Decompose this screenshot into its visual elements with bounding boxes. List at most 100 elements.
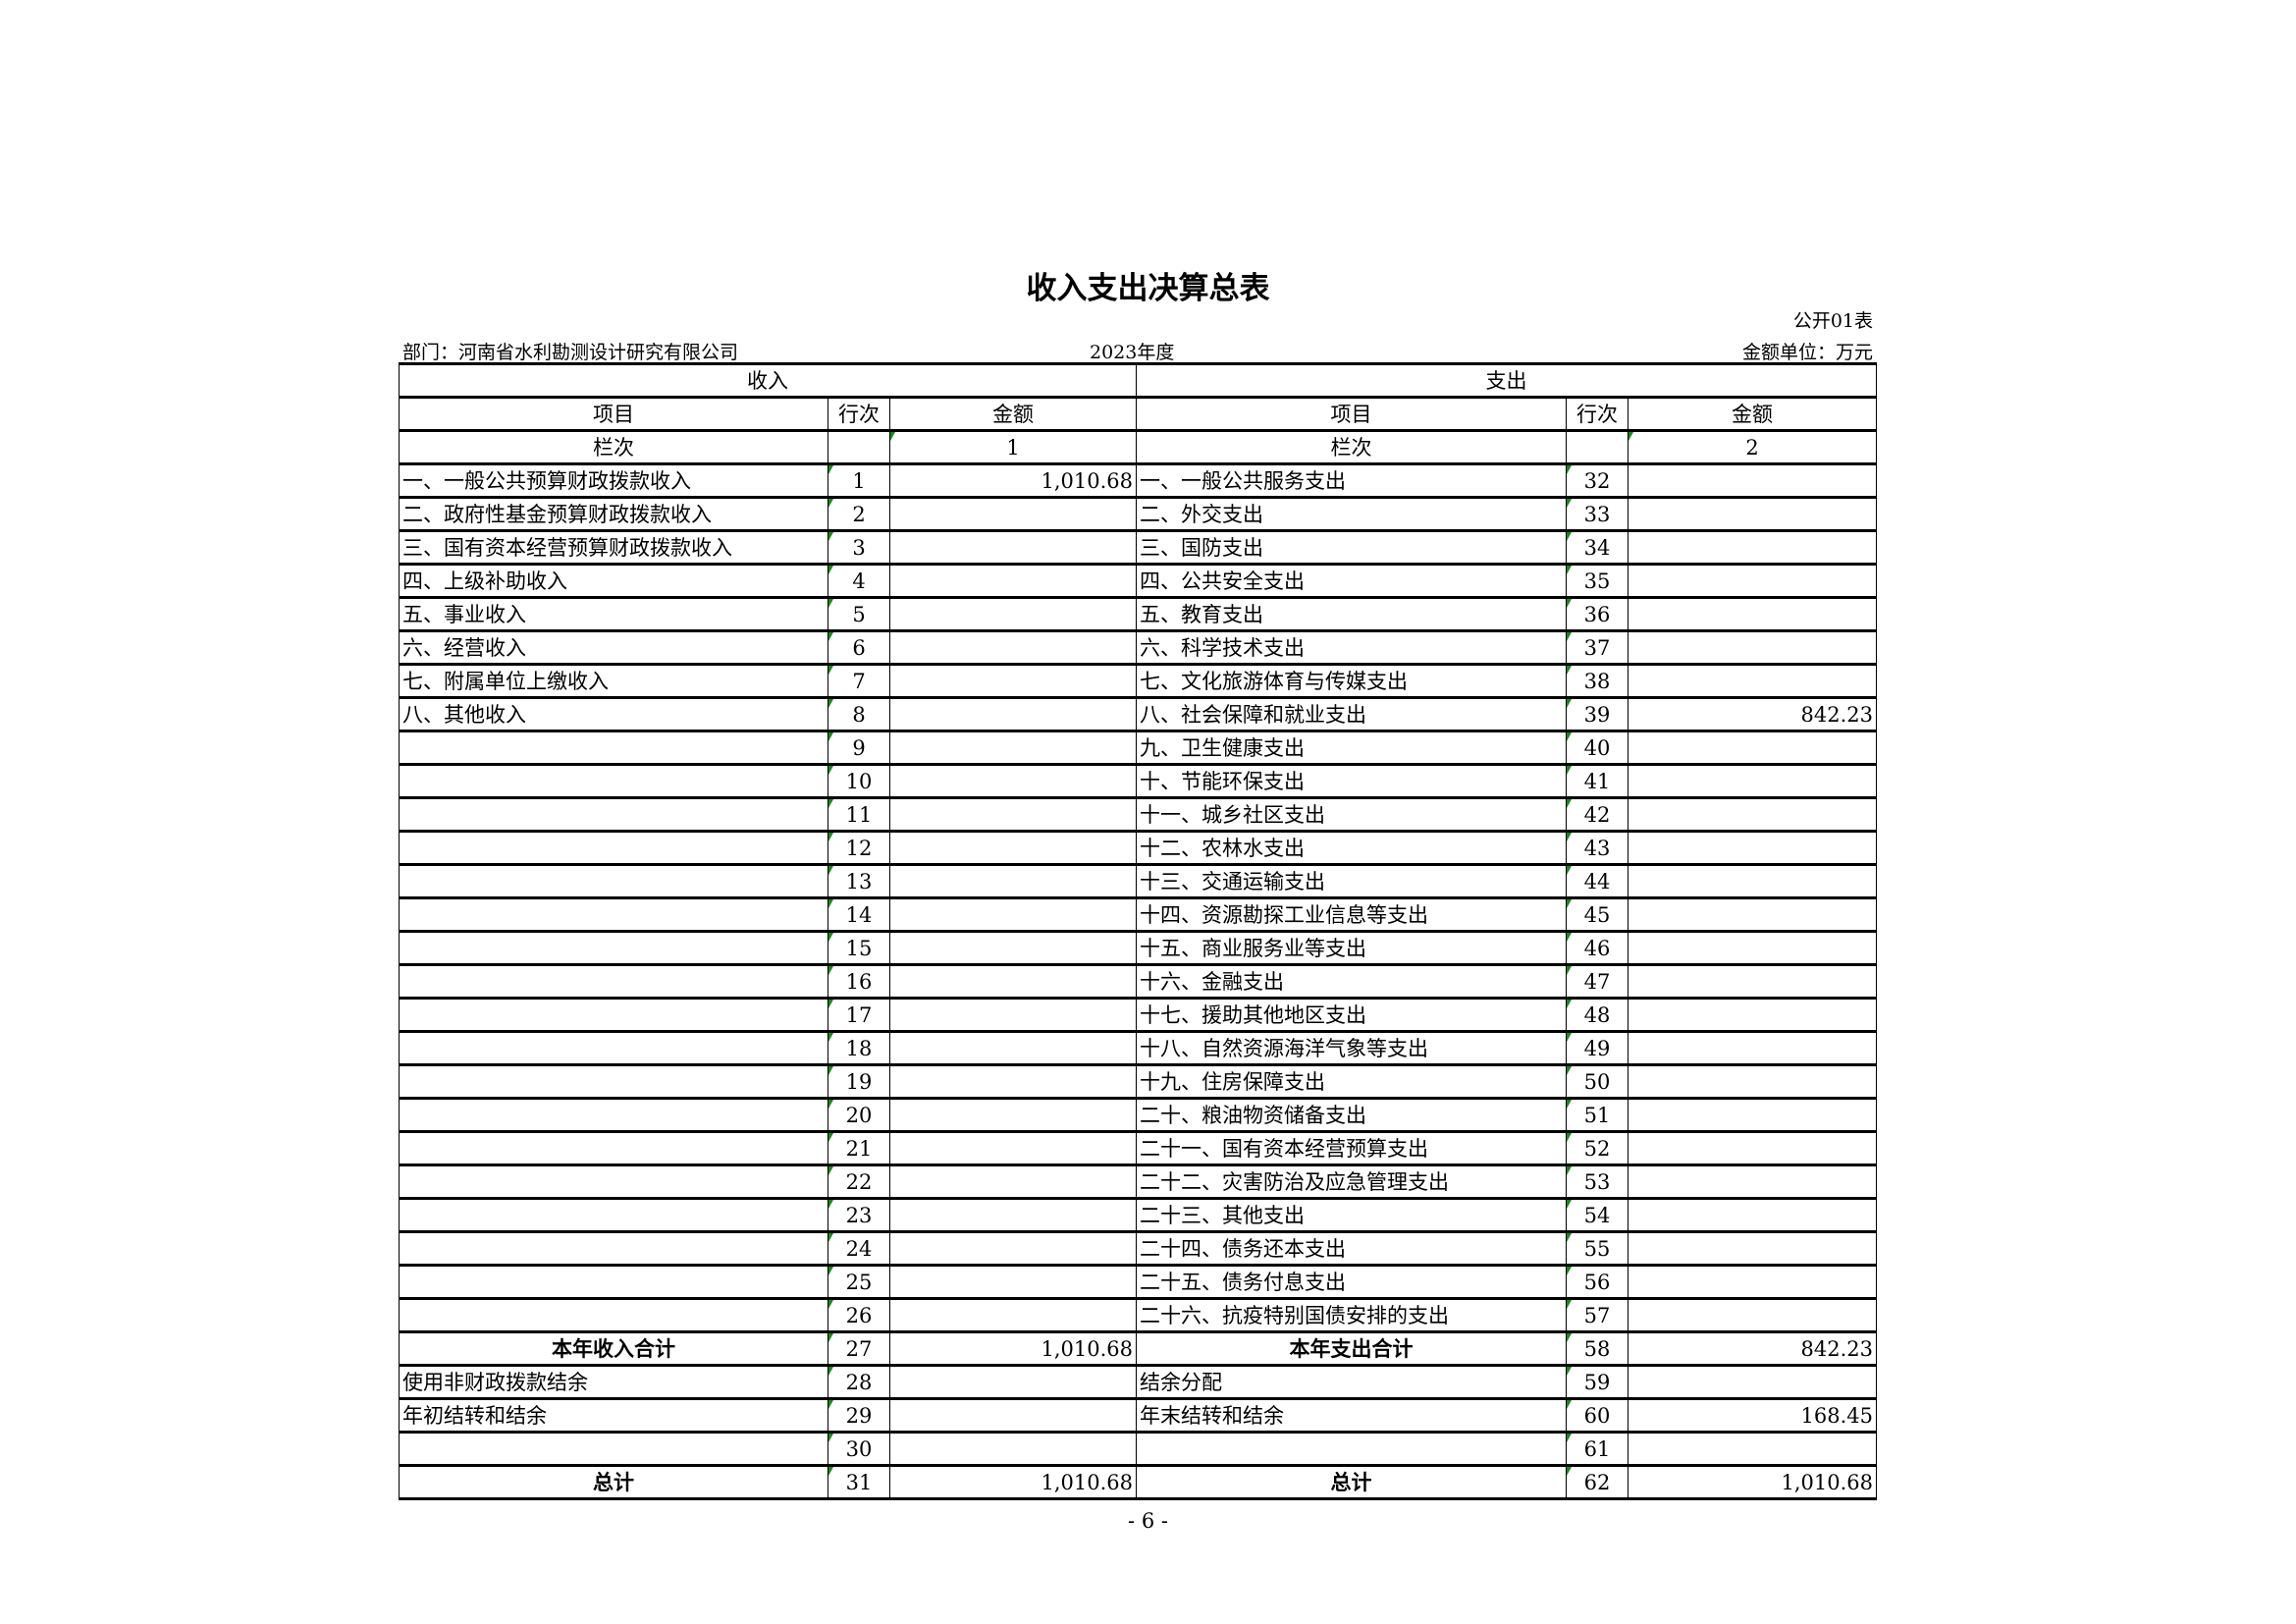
income-amount [888,1097,1138,1133]
table-row: 三、国有资本经营预算财政拨款收入 3 三、国防支出 34 [399,529,1878,566]
table-row: 八、其他收入 8 八、社会保障和就业支出 39 842.23 [399,696,1878,732]
income-amount [888,930,1138,966]
income-item [399,830,828,866]
income-item [399,930,828,966]
expense-item: 二十三、其他支出 [1136,1197,1568,1233]
income-item [399,1230,828,1267]
income-item [399,863,828,899]
expense-item: 十六、金融支出 [1136,963,1568,1000]
income-line-no: 26 [828,1297,890,1333]
expense-amount: 1,010.68 [1628,1464,1878,1500]
expense-amount [1628,496,1878,532]
expense-line-no: 33 [1566,496,1629,532]
expense-amount [1628,596,1878,632]
expense-amount [1628,1164,1878,1200]
expense-item: 十七、援助其他地区支出 [1136,997,1568,1033]
table-row: 30 61 [399,1431,1878,1467]
expense-line-no: 60 [1566,1397,1629,1434]
income-amount [888,730,1138,766]
income-amount [888,1164,1138,1200]
table-row: 25 二十五、债务付息支出 56 [399,1264,1878,1300]
income-line-no: 21 [828,1130,890,1166]
expense-line-no: 45 [1566,896,1629,933]
income-line-no: 8 [828,696,890,732]
expense-line-no: 51 [1566,1097,1629,1133]
expense-item-header: 项目 [1136,396,1568,432]
income-item [399,963,828,1000]
expense-amount [1628,1063,1878,1100]
income-line-no: 18 [828,1030,890,1066]
income-line-no: 4 [828,563,890,599]
expense-amount [1628,896,1878,933]
expense-item: 六、科学技术支出 [1136,629,1568,666]
income-item [399,1164,828,1200]
income-item [399,1297,828,1333]
expense-item: 一、一般公共服务支出 [1136,462,1568,499]
expense-amount [1628,730,1878,766]
expense-amount [1628,529,1878,566]
income-item: 六、经营收入 [399,629,828,666]
table-row: 五、事业收入 5 五、教育支出 36 [399,596,1878,632]
income-line-no: 31 [828,1464,890,1500]
table-row: 22 二十二、灾害防治及应急管理支出 53 [399,1164,1878,1200]
amount-unit: 金额单位：万元 [1741,342,1873,363]
income-line-no: 11 [828,796,890,833]
expense-line-no: 50 [1566,1063,1629,1100]
income-amount [888,830,1138,866]
income-amount [888,863,1138,899]
income-amount [888,596,1138,632]
expense-item: 十五、商业服务业等支出 [1136,930,1568,966]
table-row: 15 十五、商业服务业等支出 46 [399,930,1878,966]
table-row: 16 十六、金融支出 47 [399,963,1878,1000]
income-amount [888,997,1138,1033]
income-item [399,1264,828,1300]
expense-line-no: 58 [1566,1330,1629,1367]
income-item [399,1063,828,1100]
expense-column-index: 2 [1628,429,1878,465]
income-item: 七、附属单位上缴收入 [399,663,828,699]
expense-item: 十一、城乡社区支出 [1136,796,1568,833]
expense-line-no: 35 [1566,563,1629,599]
expense-line-empty [1566,429,1629,465]
expense-amount: 842.23 [1628,696,1878,732]
expense-amount [1628,663,1878,699]
income-line-no: 15 [828,930,890,966]
income-amount [888,1431,1138,1467]
income-item [399,763,828,799]
income-line-no: 17 [828,997,890,1033]
department-label: 部门：河南省水利勘测设计研究有限公司 [402,342,739,363]
expense-amount [1628,1264,1878,1300]
expense-amount [1628,830,1878,866]
expense-item: 三、国防支出 [1136,529,1568,566]
income-amount [888,1063,1138,1100]
income-amount: 1,010.68 [888,1330,1138,1367]
expense-line-no: 59 [1566,1364,1629,1400]
income-expense-table: 收入 支出 项目 行次 金额 项目 行次 金额 栏次 1 栏次 2 一、一般公共… [398,362,1878,1500]
income-amount [888,496,1138,532]
expense-line-no: 39 [1566,696,1629,732]
income-item [399,730,828,766]
expense-column-label: 栏次 [1136,429,1568,465]
table-row: 18 十八、自然资源海洋气象等支出 49 [399,1030,1878,1066]
expense-item: 十八、自然资源海洋气象等支出 [1136,1030,1568,1066]
expense-item: 二十六、抗疫特别国债安排的支出 [1136,1297,1568,1333]
income-line-no: 22 [828,1164,890,1200]
income-item [399,1197,828,1233]
table-row: 20 二十、粮油物资储备支出 51 [399,1097,1878,1133]
expense-line-no: 37 [1566,629,1629,666]
expense-line-no: 38 [1566,663,1629,699]
expense-amount [1628,1431,1878,1467]
expense-line-no: 48 [1566,997,1629,1033]
income-line-no: 24 [828,1230,890,1267]
expense-line-no: 46 [1566,930,1629,966]
expense-line-no: 41 [1566,763,1629,799]
expense-amount [1628,1364,1878,1400]
table-row: 13 十三、交通运输支出 44 [399,863,1878,899]
income-line-no: 30 [828,1431,890,1467]
income-line-no: 9 [828,730,890,766]
expense-line-no: 62 [1566,1464,1629,1500]
income-item [399,997,828,1033]
column-header-row: 项目 行次 金额 项目 行次 金额 [399,396,1878,432]
expense-amount: 842.23 [1628,1330,1878,1367]
income-item: 年初结转和结余 [399,1397,828,1434]
